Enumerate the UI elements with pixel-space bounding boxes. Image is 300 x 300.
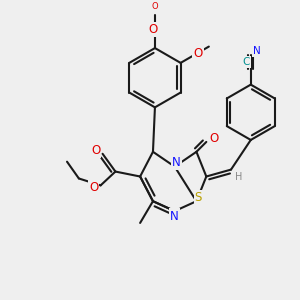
Text: N: N [172, 156, 181, 169]
Text: O: O [152, 2, 158, 10]
Text: O: O [194, 46, 202, 59]
Text: N: N [170, 209, 179, 223]
Text: S: S [195, 191, 202, 204]
Text: O: O [148, 23, 158, 36]
Text: O: O [91, 144, 100, 157]
Text: O: O [210, 133, 219, 146]
Text: C: C [242, 57, 250, 67]
Text: N: N [253, 46, 261, 56]
Text: H: H [235, 172, 243, 182]
Text: O: O [89, 181, 98, 194]
